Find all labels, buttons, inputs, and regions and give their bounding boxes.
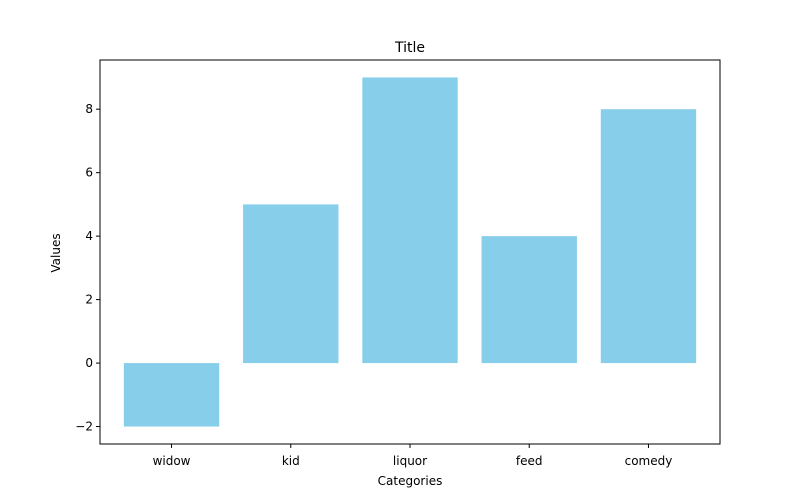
bar-liquor — [362, 77, 458, 364]
bar-feed — [481, 236, 577, 364]
y-tick-label: 6 — [85, 166, 93, 180]
y-tick-label: 4 — [85, 229, 93, 243]
y-tick-label: −2 — [75, 420, 93, 434]
y-tick-label: 2 — [85, 293, 93, 307]
y-axis-label: Values — [49, 233, 63, 272]
bar-widow — [123, 363, 220, 427]
x-tick-label: liquor — [393, 454, 427, 468]
y-tick-label: 0 — [85, 356, 93, 370]
x-tick-label: feed — [516, 454, 543, 468]
x-axis-label: Categories — [378, 474, 443, 488]
plot-area: −2 0 2 4 6 8 widow kid liquor feed comedy — [75, 59, 721, 468]
chart-title: Title — [394, 40, 425, 56]
y-tick-label: 8 — [85, 102, 93, 116]
x-tick-label: comedy — [625, 454, 673, 468]
x-tick-label: widow — [153, 454, 191, 468]
bar-kid — [243, 204, 339, 364]
x-tick-label: kid — [282, 454, 300, 468]
bar-comedy — [600, 109, 697, 364]
